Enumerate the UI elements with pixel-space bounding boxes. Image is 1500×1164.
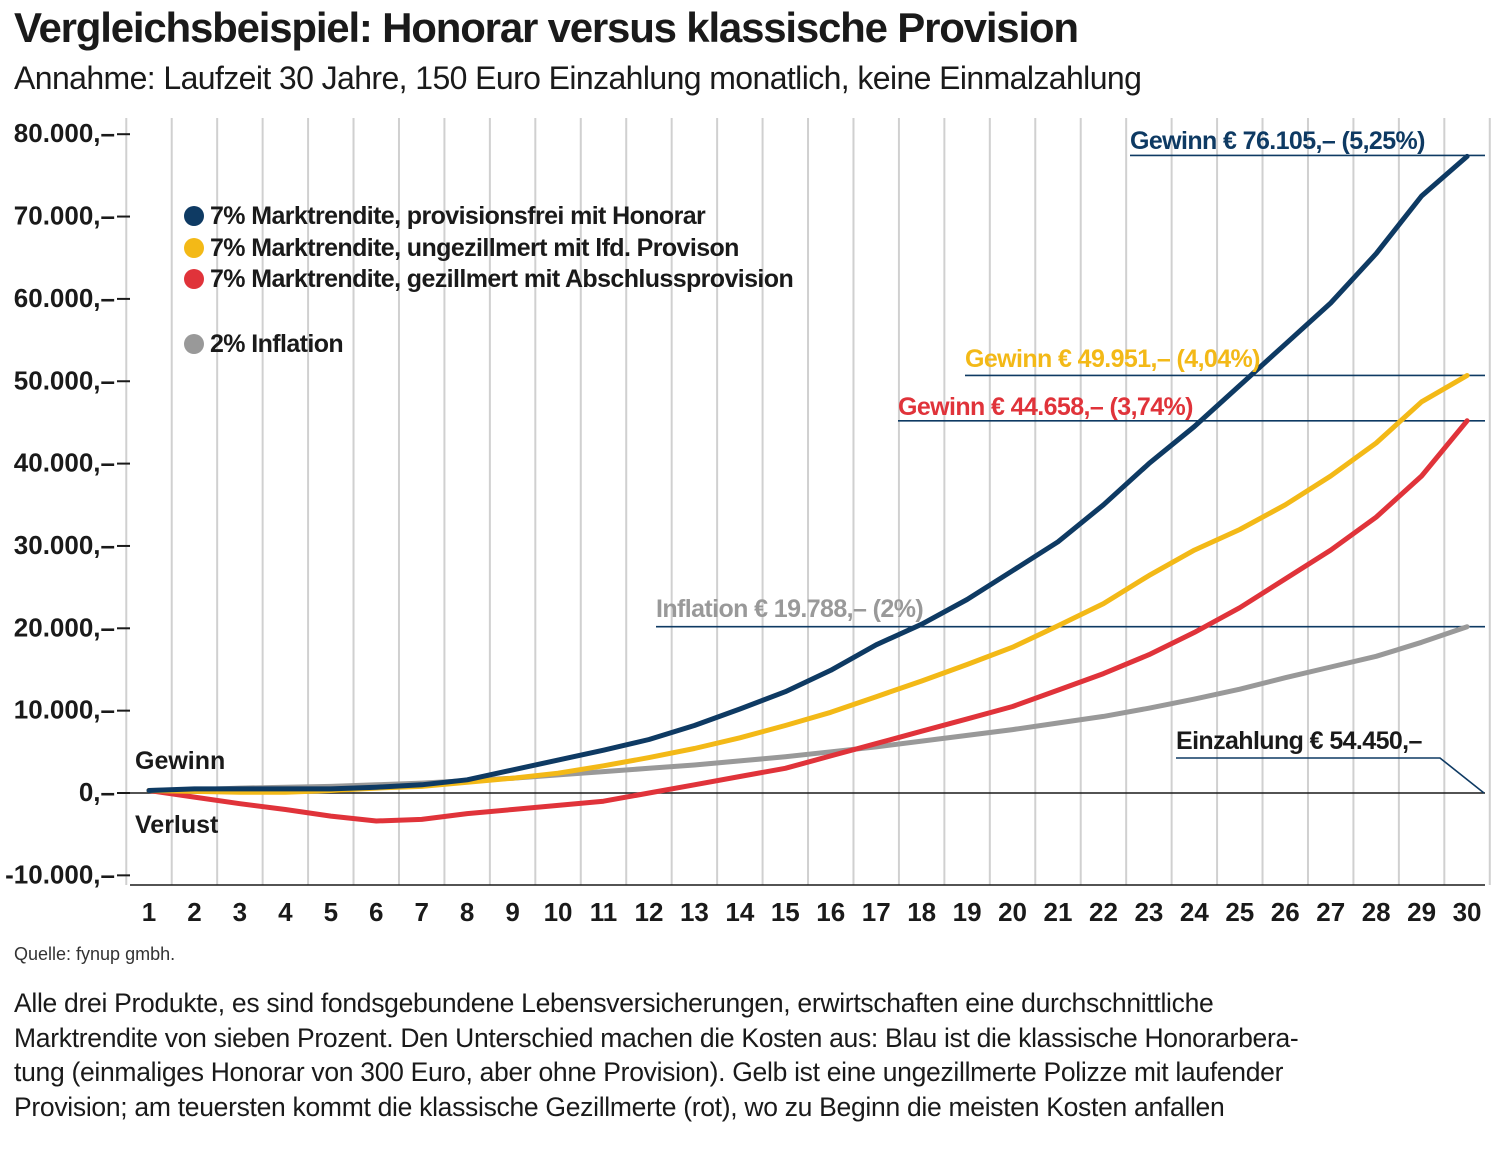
x-tick-label: 18: [907, 897, 936, 927]
y-tick-label: 70.000,–: [14, 201, 115, 231]
x-tick-label: 15: [771, 897, 800, 927]
x-tick-label: 5: [324, 897, 338, 927]
x-axis: 1 2 3 4 5 6 7 8 9 10 11 12 13 14 15 16 17 18 19 20 21 22 23 24 2…: [130, 884, 1485, 927]
x-tick-label: 2: [187, 897, 201, 927]
legend-marker-yellow: [184, 238, 204, 258]
legend-marker-blue: [184, 206, 204, 226]
x-tick-label: 1: [142, 897, 156, 927]
x-tick-label: 12: [634, 897, 663, 927]
annotation-label: Einzahlung € 54.450,–: [1176, 727, 1423, 755]
x-tick-label: 27: [1316, 897, 1345, 927]
y-tick-label: 20.000,–: [14, 612, 115, 642]
x-tick-label: 30: [1453, 897, 1482, 927]
legend-marker-gray: [184, 334, 204, 354]
y-tick-label: 80.000,–: [14, 118, 115, 148]
x-tick-label: 10: [544, 897, 573, 927]
x-tick-label: 14: [725, 897, 754, 927]
legend-label: 2% Inflation: [210, 330, 343, 358]
x-tick-label: 17: [862, 897, 891, 927]
legend-label: 7% Marktrendite, ungezillmert mit lfd. P…: [210, 234, 739, 262]
x-tick-label: 26: [1271, 897, 1300, 927]
annotation-label: Inflation € 19.788,– (2%): [656, 595, 923, 623]
caption-line: tung (einmaliges Honorar von 300 Euro, a…: [14, 1057, 1284, 1087]
leader-line-einzahlung: [1176, 757, 1485, 794]
annotation-leaders: [656, 154, 1485, 794]
x-tick-label: 28: [1362, 897, 1391, 927]
x-tick-label: 24: [1180, 897, 1209, 927]
caption: Alle drei Produkte, es sind fondsgebunde…: [14, 986, 1484, 1124]
x-tick-label: 4: [278, 897, 293, 927]
y-tick-label: 50.000,–: [14, 365, 115, 395]
source-note: Quelle: fynup gmbh.: [14, 944, 176, 964]
gewinn-label: Gewinn: [135, 747, 225, 775]
x-tick-label: 21: [1044, 897, 1073, 927]
series-line-red: [146, 418, 1470, 824]
caption-line: Provision; am teuersten kommt die klassi…: [14, 1091, 1225, 1122]
y-tick-label: 60.000,–: [14, 283, 115, 313]
y-tick-label: 40.000,–: [14, 448, 115, 478]
x-tick-label: 6: [369, 897, 383, 927]
y-tick-label: 10.000,–: [14, 695, 115, 725]
y-tick-label: 30.000,–: [14, 530, 115, 560]
x-tick-label: 8: [460, 897, 474, 927]
x-tick-label: 7: [414, 897, 428, 927]
annotation-label: Gewinn € 44.658,– (3,74%): [898, 393, 1193, 421]
line-chart: -10.000,– 0,– 10.000,– 20.000,– 30.000,– 40.0…: [5, 118, 1491, 927]
annotation-label: Gewinn € 76.105,– (5,25%): [1130, 127, 1425, 155]
x-tick-label: 11: [590, 897, 618, 927]
x-tick-label: 19: [953, 897, 982, 927]
x-tick-label: 23: [1134, 897, 1163, 927]
legend-label: 7% Marktrendite, gezillmert mit Abschlus…: [210, 265, 793, 293]
caption-line: Marktrendite von sieben Prozent. Den Unt…: [14, 1022, 1299, 1053]
legend-marker-red: [184, 269, 204, 289]
chart-subtitle: Annahme: Laufzeit 30 Jahre, 150 Euro Ein…: [14, 60, 1142, 96]
verlust-label: Verlust: [135, 811, 219, 839]
chart-title: Vergleichsbeispiel: Honorar versus klass…: [14, 4, 1079, 51]
x-tick-label: 20: [998, 897, 1027, 927]
x-tick-label: 9: [505, 897, 519, 927]
x-tick-label: 3: [233, 897, 247, 927]
series-lines: [146, 153, 1470, 824]
y-tick-label: -10.000,–: [5, 859, 115, 889]
x-tick-label: 29: [1407, 897, 1436, 927]
series-line-blue: [146, 153, 1470, 793]
grid-lines: [125, 118, 1491, 885]
y-axis: -10.000,– 0,– 10.000,– 20.000,– 30.000,– 40.0…: [5, 118, 130, 889]
x-tick-label: 13: [680, 897, 709, 927]
x-tick-label: 25: [1225, 897, 1254, 927]
legend: 7% Marktrendite, provisionsfrei mit Hono…: [184, 202, 794, 358]
caption-line: Alle drei Produkte, es sind fondsgebunde…: [14, 988, 1214, 1018]
legend-label: 7% Marktrendite, provisionsfrei mit Hono…: [210, 202, 706, 230]
y-tick-label: 0,–: [79, 777, 115, 807]
x-tick-label: 22: [1089, 897, 1118, 927]
annotations: Gewinn € 76.105,– (5,25%) Gewinn € 49.951…: [656, 127, 1426, 755]
annotation-label: Gewinn € 49.951,– (4,04%): [965, 345, 1260, 373]
x-tick-label: 16: [816, 897, 845, 927]
